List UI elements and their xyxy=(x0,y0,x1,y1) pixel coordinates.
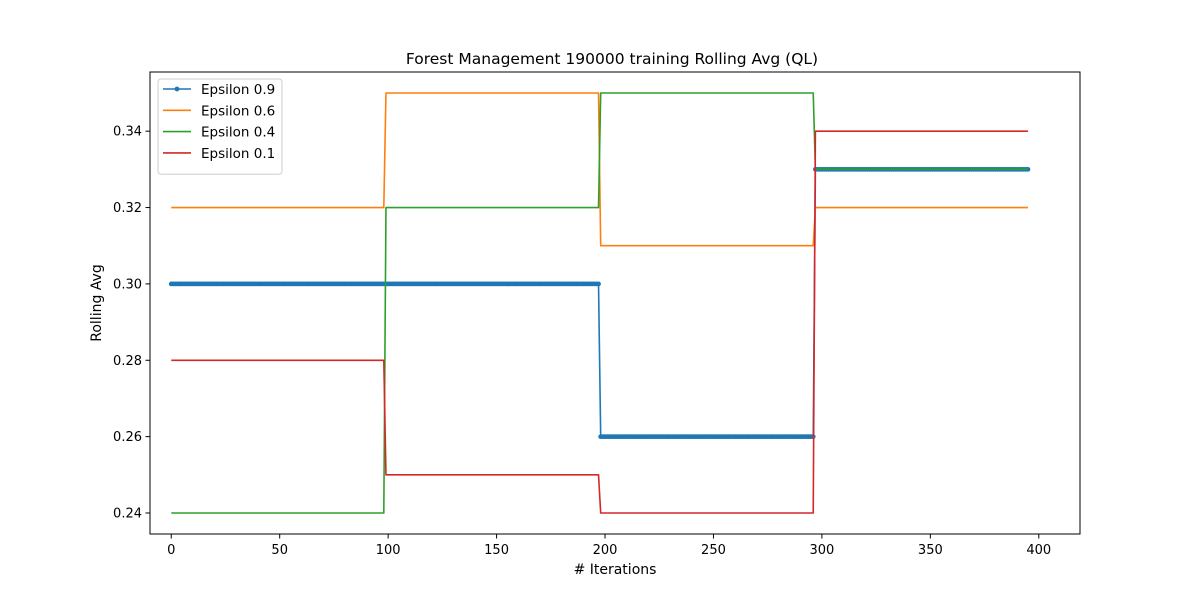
series-epsilon-0-1 xyxy=(171,130,1028,514)
legend-item: Epsilon 0.6 xyxy=(163,103,275,119)
plot-frame xyxy=(149,71,1081,535)
series-epsilon-0-4 xyxy=(171,92,1028,514)
legend-marker xyxy=(174,86,180,92)
y-axis: 0.24 0.26 0.28 0.30 0.32 0.34 xyxy=(113,125,150,522)
legend-label: Epsilon 0.1 xyxy=(201,146,275,162)
y-tick-label: 0.32 xyxy=(113,201,142,216)
series-line xyxy=(171,92,1028,514)
x-axis: 0 50 100 150 200 250 300 350 400 xyxy=(167,534,1051,558)
x-tick-label: 50 xyxy=(271,543,288,558)
y-tick-label: 0.30 xyxy=(113,277,142,292)
data-point xyxy=(596,281,601,287)
series-markers xyxy=(168,166,1031,440)
x-tick-label: 200 xyxy=(593,543,618,558)
x-tick-label: 400 xyxy=(1026,543,1051,558)
legend: Epsilon 0.9 Epsilon 0.6 Epsilon 0.4 Epsilon… xyxy=(157,78,283,175)
x-tick-label: 350 xyxy=(918,543,943,558)
y-tick-label: 0.24 xyxy=(113,507,142,522)
y-tick-label: 0.26 xyxy=(113,430,142,445)
x-tick-label: 300 xyxy=(809,543,834,558)
series-line xyxy=(171,130,1028,514)
y-tick-label: 0.28 xyxy=(113,354,142,369)
legend-label: Epsilon 0.6 xyxy=(201,103,275,119)
y-tick-label: 0.34 xyxy=(113,125,142,140)
x-axis-label: # Iterations xyxy=(574,562,657,578)
legend-item: Epsilon 0.1 xyxy=(163,146,275,162)
x-tick-label: 250 xyxy=(701,543,726,558)
legend-label: Epsilon 0.4 xyxy=(201,125,275,141)
series-epsilon-0-9 xyxy=(168,166,1031,440)
x-tick-label: 150 xyxy=(484,543,509,558)
legend-label: Epsilon 0.9 xyxy=(201,82,275,98)
y-axis-label: Rolling Avg xyxy=(89,264,105,341)
legend-item: Epsilon 0.9 xyxy=(163,82,275,98)
legend-item: Epsilon 0.4 xyxy=(163,125,275,141)
x-tick-label: 100 xyxy=(376,543,401,558)
chart-title: Forest Management 190000 training Rollin… xyxy=(406,50,818,68)
legend-box xyxy=(157,78,283,175)
x-tick-label: 0 xyxy=(167,543,175,558)
